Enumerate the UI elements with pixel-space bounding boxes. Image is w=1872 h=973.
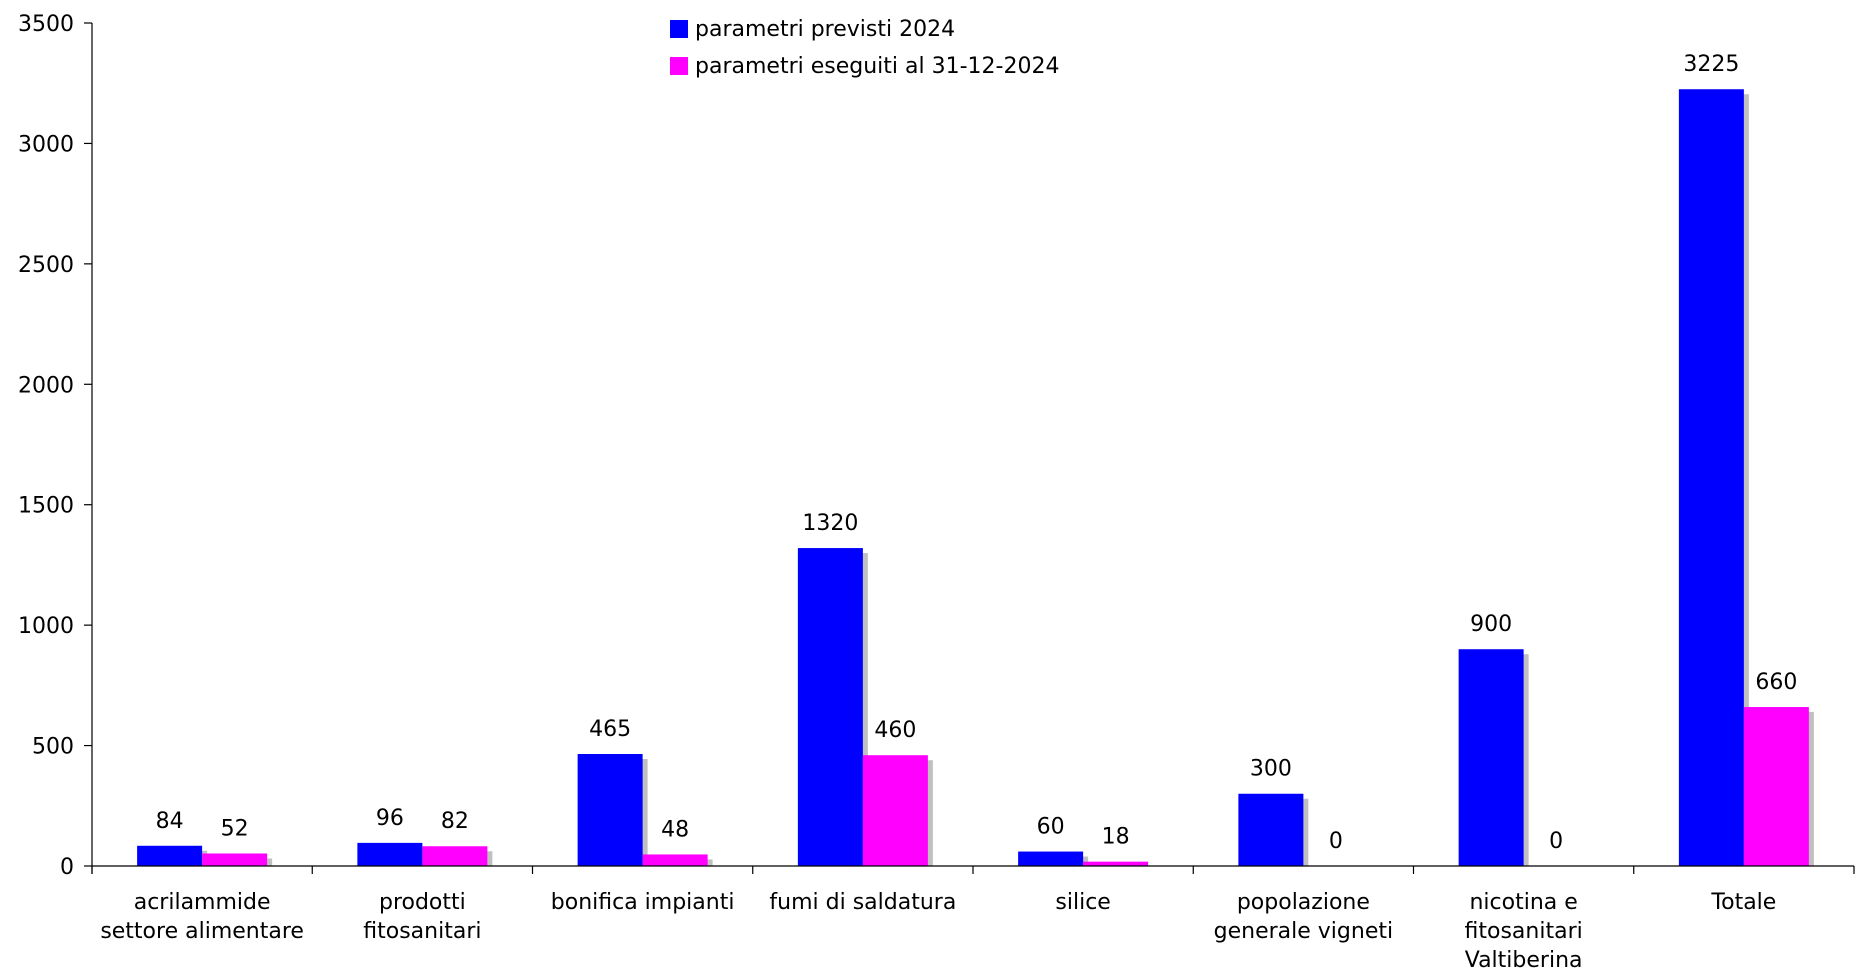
y-tick-label: 3000 xyxy=(18,132,74,157)
data-label: 0 xyxy=(1329,829,1343,854)
data-label: 82 xyxy=(441,809,469,834)
category-label: fitosanitari xyxy=(363,919,481,944)
category-label: popolazione xyxy=(1237,890,1370,915)
legend-swatch xyxy=(670,57,688,75)
bar-shadows xyxy=(142,94,1814,866)
data-label: 18 xyxy=(1102,825,1130,850)
data-label: 3225 xyxy=(1683,52,1739,77)
bar-eseguiti xyxy=(1083,861,1149,866)
data-labels: 84 52 96 82 465 48 1320 460 60 18 300 0 900 0 3225 660 xyxy=(156,52,1798,854)
y-tick-label: 2500 xyxy=(18,253,74,278)
y-tick-label: 3500 xyxy=(18,12,74,37)
data-label: 300 xyxy=(1250,757,1292,782)
bar-eseguiti xyxy=(1743,707,1809,866)
bar-previsti xyxy=(357,842,423,866)
bar-eseguiti xyxy=(202,853,268,866)
y-tick-label: 0 xyxy=(60,855,74,880)
category-label: prodotti xyxy=(379,890,466,915)
bars xyxy=(137,89,1809,866)
data-label: 48 xyxy=(661,817,689,842)
y-tick-label: 1000 xyxy=(18,614,74,639)
bar-previsti xyxy=(1678,89,1744,866)
data-label: 460 xyxy=(874,718,916,743)
data-label: 660 xyxy=(1755,670,1797,695)
data-label: 96 xyxy=(376,806,404,831)
category-label: fitosanitari xyxy=(1465,919,1583,944)
data-label: 84 xyxy=(156,809,184,834)
bar-eseguiti xyxy=(642,854,708,866)
y-tick-label: 2000 xyxy=(18,373,74,398)
bar-previsti xyxy=(577,754,643,866)
bar-eseguiti xyxy=(862,755,928,866)
category-label: generale vigneti xyxy=(1214,919,1393,944)
bar-previsti xyxy=(1018,851,1084,866)
category-label: nicotina e xyxy=(1469,890,1577,915)
y-tick-label: 500 xyxy=(32,735,74,760)
legend-label: parametri previsti 2024 xyxy=(695,17,955,42)
bar-previsti xyxy=(1238,793,1304,866)
bar-previsti xyxy=(137,845,203,866)
category-label: settore alimentare xyxy=(100,919,304,944)
legend: parametri previsti 2024 parametri eseguit… xyxy=(670,17,1059,79)
bar-eseguiti xyxy=(422,846,488,866)
axes xyxy=(84,22,1855,874)
bar-previsti xyxy=(1458,649,1524,866)
y-tick-label: 1500 xyxy=(18,494,74,519)
tick-labels: 0 500 1000 1500 2000 2500 3000 3500 xyxy=(18,12,74,880)
category-label: Totale xyxy=(1710,890,1776,915)
data-label: 465 xyxy=(589,717,631,742)
data-label: 1320 xyxy=(802,511,858,536)
bar-previsti xyxy=(797,548,863,866)
category-label: silice xyxy=(1055,890,1110,915)
legend-swatch xyxy=(670,20,688,38)
category-labels: acrilammide settore alimentare prodotti fit… xyxy=(100,890,1776,973)
category-label: Valtiberina xyxy=(1465,948,1583,973)
category-label: fumi di saldatura xyxy=(769,890,956,915)
category-label: acrilammide xyxy=(134,890,271,915)
data-label: 0 xyxy=(1549,829,1563,854)
legend-label: parametri eseguiti al 31-12-2024 xyxy=(695,54,1059,79)
data-label: 900 xyxy=(1470,612,1512,637)
data-label: 60 xyxy=(1037,815,1065,840)
category-label: bonifica impianti xyxy=(551,890,735,915)
data-label: 52 xyxy=(221,816,249,841)
